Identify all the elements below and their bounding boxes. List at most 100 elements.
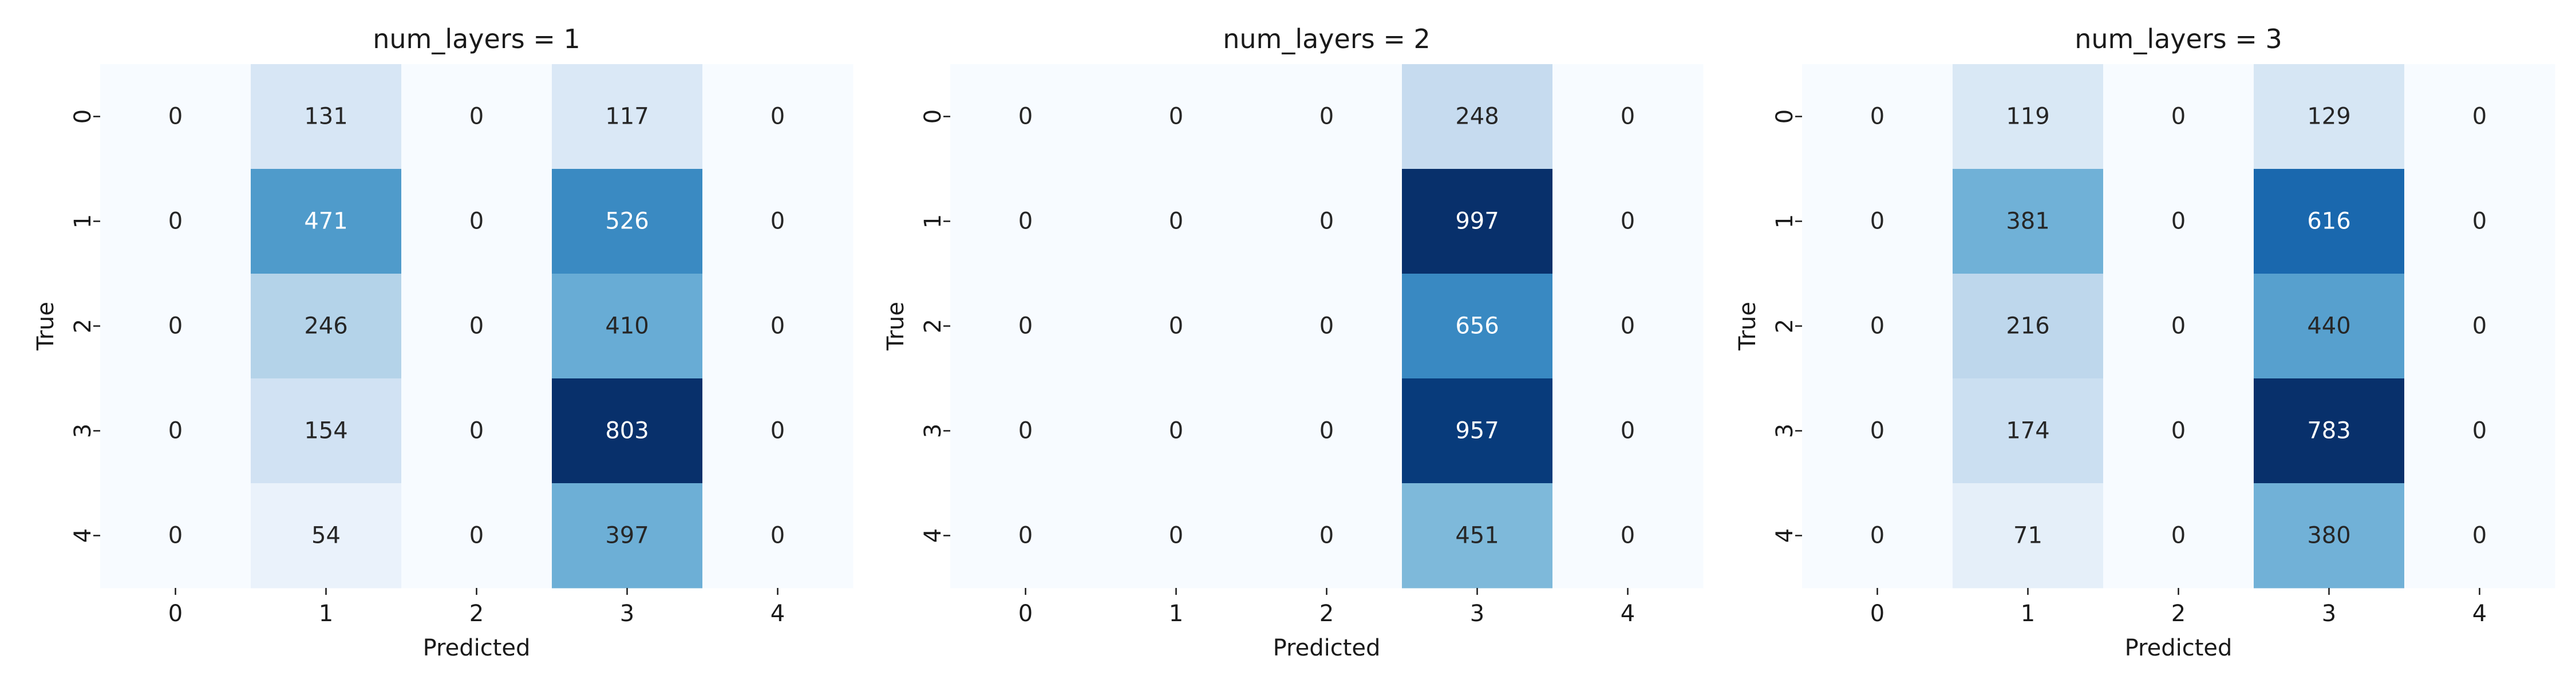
- cell-value-label: 803: [605, 418, 649, 444]
- cell-value-label: 0: [1169, 208, 1183, 235]
- heatmap-cell-r0-c2: [1251, 64, 1402, 169]
- cell-value-label: 0: [1621, 104, 1635, 130]
- cell-value-label: 0: [2472, 523, 2487, 549]
- cell-value-label: 54: [311, 523, 341, 549]
- cell-value-label: 0: [1870, 418, 1884, 444]
- cell-value-label: 71: [2013, 523, 2042, 549]
- heatmap-cell-r1-c3: [552, 169, 703, 274]
- x-tick-label: 4: [1621, 601, 1635, 627]
- heatmap-cell-r2-c3: [552, 274, 703, 379]
- heatmap-cell-r1-c1: [251, 169, 402, 274]
- cell-value-label: 0: [1018, 313, 1033, 339]
- heatmap-cell-r1-c0: [100, 169, 251, 274]
- cell-value-label: 0: [2171, 104, 2186, 130]
- heatmap-cell-r2-c4: [1552, 274, 1704, 379]
- x-tick-label: 0: [168, 601, 183, 627]
- cell-value-label: 997: [1455, 208, 1499, 235]
- cell-value-label: 410: [605, 313, 649, 339]
- heatmap-cell-r1-c2: [2103, 169, 2254, 274]
- y-axis-label: True: [33, 302, 59, 351]
- x-tick-label: 0: [1018, 601, 1033, 627]
- heatmap-cell-r4-c0: [100, 483, 251, 589]
- x-tick-label: 1: [1169, 601, 1183, 627]
- cell-value-label: 248: [1455, 104, 1499, 130]
- heatmap-cell-r0-c3: [552, 64, 703, 169]
- heatmap-panel-2: 0 0 0 248 0 0 0 0 997 0 0 0 0 656 0 0 0 0 957 0 0 0 0 451 0 num_l…: [883, 23, 1704, 661]
- heatmap-cell-r2-c1: [1953, 274, 2104, 379]
- cell-value-label: 0: [168, 418, 183, 444]
- heatmap-cell-r2-c2: [1251, 274, 1402, 379]
- heatmap-cell-r1-c4: [702, 169, 854, 274]
- x-tick-label: 3: [1470, 601, 1484, 627]
- x-axis-label: Predicted: [1273, 635, 1381, 661]
- y-tick-label: 0: [70, 109, 96, 124]
- cell-value-label: 0: [1319, 418, 1334, 444]
- heatmap-cell-r3-c3: [2254, 378, 2405, 484]
- heatmap-cell-r0-c3: [2254, 64, 2405, 169]
- y-tick-label: 1: [1772, 214, 1798, 228]
- y-tick-label: 3: [70, 424, 96, 438]
- y-tick-label: 2: [1772, 319, 1798, 333]
- cell-value-label: 957: [1455, 418, 1499, 444]
- heatmap-cell-r0-c1: [251, 64, 402, 169]
- heatmap-cell-r3-c1: [1953, 378, 2104, 484]
- cell-value-label: 381: [2006, 208, 2049, 235]
- cell-value-label: 656: [1455, 313, 1499, 339]
- heatmap-panel-3: 0 119 0 129 00 381 0 616 00 216 0 440 00 174 0 783 00 71 0…: [1735, 23, 2555, 661]
- heatmap-cell-r2-c0: [950, 274, 1101, 379]
- cell-value-label: 0: [1018, 523, 1033, 549]
- heatmap-cell-r1-c2: [1251, 169, 1402, 274]
- y-tick-label: 1: [920, 214, 946, 228]
- y-tick-label: 4: [920, 528, 946, 543]
- cell-value-label: 0: [1870, 208, 1884, 235]
- y-axis-label: True: [1735, 302, 1761, 351]
- cell-value-label: 0: [2171, 313, 2186, 339]
- heatmap-cell-r4-c4: [1552, 483, 1704, 589]
- cell-value-label: 0: [2171, 523, 2186, 549]
- chart-title: num_layers = 2: [1223, 23, 1431, 54]
- heatmap-cell-r3-c4: [2404, 378, 2555, 484]
- cell-value-label: 471: [304, 208, 347, 235]
- cell-value-label: 0: [469, 418, 484, 444]
- cell-value-label: 0: [1621, 418, 1635, 444]
- heatmap-cell-r1-c0: [950, 169, 1101, 274]
- chart-title: num_layers = 1: [373, 23, 580, 54]
- heatmap-cell-r3-c2: [2103, 378, 2254, 484]
- y-tick-label: 3: [1772, 424, 1798, 438]
- heatmap-cell-r1-c3: [2254, 169, 2405, 274]
- heatmap-cell-r4-c2: [1251, 483, 1402, 589]
- heatmap-cell-r3-c0: [100, 378, 251, 484]
- cell-value-label: 0: [1870, 313, 1884, 339]
- x-axis-label: Predicted: [423, 635, 531, 661]
- y-tick-label: 0: [920, 109, 946, 124]
- cell-value-label: 246: [304, 313, 347, 339]
- cell-value-label: 380: [2307, 523, 2350, 549]
- cell-value-label: 526: [605, 208, 649, 235]
- heatmap-cell-r3-c4: [1552, 378, 1704, 484]
- cell-value-label: 0: [1319, 523, 1334, 549]
- cell-value-label: 0: [2472, 104, 2487, 130]
- heatmap-cell-r0-c4: [702, 64, 854, 169]
- y-tick-label: 2: [920, 319, 946, 333]
- cell-value-label: 0: [168, 313, 183, 339]
- cell-value-label: 0: [2472, 313, 2487, 339]
- heatmap-cell-r0-c1: [1101, 64, 1252, 169]
- heatmap-cell-r4-c2: [401, 483, 552, 589]
- cell-value-label: 0: [469, 104, 484, 130]
- cell-value-label: 0: [1169, 104, 1183, 130]
- cell-value-label: 216: [2006, 313, 2049, 339]
- heatmap-cell-r4-c1: [1953, 483, 2104, 589]
- cell-value-label: 0: [1169, 418, 1183, 444]
- x-tick-label: 4: [771, 601, 785, 627]
- cell-value-label: 0: [469, 208, 484, 235]
- heatmap-cell-r2-c4: [702, 274, 854, 379]
- cell-value-label: 0: [1621, 208, 1635, 235]
- cell-value-label: 0: [1870, 523, 1884, 549]
- heatmap-cell-r0-c3: [1402, 64, 1553, 169]
- heatmap-cell-r2-c0: [100, 274, 251, 379]
- y-tick-label: 4: [70, 528, 96, 543]
- heatmap-cell-r4-c2: [2103, 483, 2254, 589]
- heatmap-cell-r2-c3: [1402, 274, 1553, 379]
- heatmap-cell-r4-c3: [2254, 483, 2405, 589]
